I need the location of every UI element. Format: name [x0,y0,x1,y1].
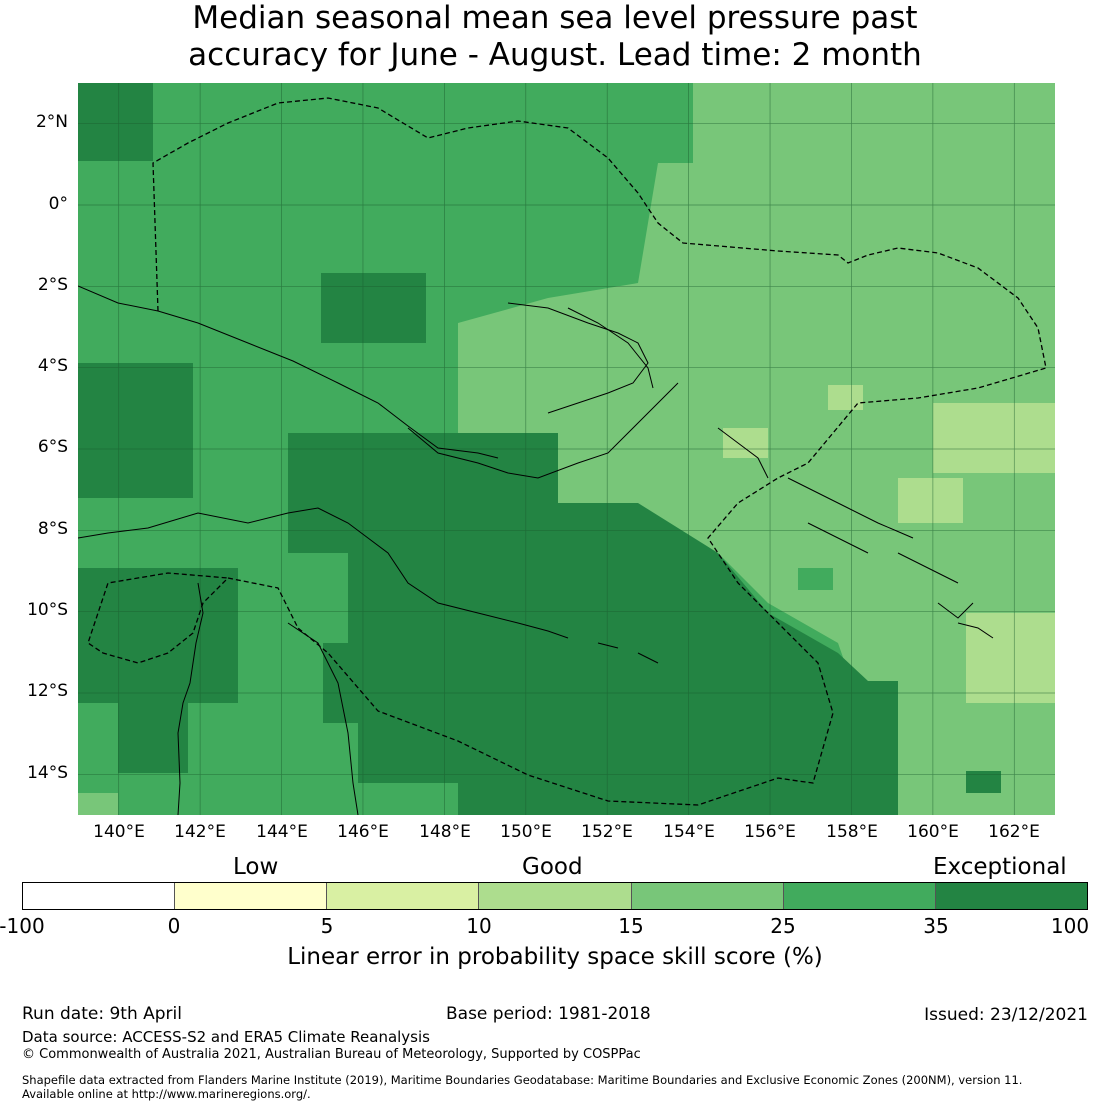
skill-region-exceptional-west [78,363,193,498]
lon-label: 152°E [581,822,633,842]
lon-label: 146°E [337,822,389,842]
title-line-1: Median seasonal mean sea level pressure … [192,0,918,36]
lat-label: 8°S [37,519,68,539]
lon-label: 142°E [174,822,226,842]
colorbar-category-exceptional: Exceptional [933,854,1067,880]
colorbar-segment [23,883,176,909]
skill-region-lowest-corner [78,793,118,815]
coastline-solomons [787,477,994,639]
skill-patch-light [723,428,768,458]
skill-patch-light [898,478,963,523]
coastline-cape-york [177,582,204,815]
skill-patch-light [828,385,863,410]
coastline-new-britain [507,302,649,414]
skill-region-exceptional-png-highlands [321,273,426,343]
coastline-louisiade [597,642,659,664]
run-date: Run date: 9th April [22,1004,182,1024]
lon-label: 144°E [256,822,308,842]
colorbar-tick: 5 [320,914,334,938]
lat-label: 12°S [27,681,68,701]
eez-boundary-png [87,97,1047,806]
lon-label: 158°E [826,822,878,842]
coastline-bougainville [717,427,769,479]
lon-label: 154°E [663,822,715,842]
shapefile-credit-line-2: Available online at http://www.marinereg… [22,1087,311,1101]
colorbar-tick: 25 [770,914,796,938]
colorbar-segment [631,883,784,909]
chart-title: Median seasonal mean sea level pressure … [0,0,1110,74]
coastlines [78,285,994,815]
skill-patch-base [798,568,833,590]
lon-label: 148°E [419,822,471,842]
issued-date: Issued: 23/12/2021 [924,1005,1088,1025]
lat-label: 4°S [37,356,68,376]
colorbar-segment [783,883,936,909]
skill-region-exceptional-sw2 [118,703,188,773]
colorbar-label: Linear error in probability space skill … [287,944,823,970]
coastline-papuan-peninsula [407,382,679,479]
skill-patch-light [933,403,1055,473]
colorbar-tick: -100 [0,914,45,938]
lat-label: 2°N [35,112,68,132]
colorbar-tick: 10 [466,914,492,938]
coastline-new-guinea-north [78,285,499,459]
colorbar-segment [175,883,328,909]
lon-label: 150°E [500,822,552,842]
skill-patch-exceptional [966,771,1001,793]
lon-label: 162°E [988,822,1040,842]
lon-label: 160°E [907,822,959,842]
lon-label: 140°E [93,822,145,842]
shapefile-credit-line-1: Shapefile data extracted from Flanders M… [22,1073,1023,1087]
gridlines [78,83,1055,815]
skill-region-exceptional-nw [78,83,153,161]
eez-boundaries [87,97,1047,806]
lat-label: 2°S [37,275,68,295]
colorbar-segment [479,883,632,909]
colorbar-tick: 35 [923,914,949,938]
skill-map [78,83,1055,815]
base-period: Base period: 1981-2018 [446,1004,651,1024]
colorbar-tick: 15 [618,914,644,938]
map-canvas [78,83,1055,815]
data-source: Data source: ACCESS-S2 and ERA5 Climate … [22,1028,430,1046]
skill-patch-light [966,613,1055,703]
skill-region-exceptional-south [288,433,898,815]
title-line-2: accuracy for June - August. Lead time: 2… [188,37,922,73]
lat-label: 14°S [27,763,68,783]
lat-label: 6°S [37,437,68,457]
colorbar-segment [935,883,1087,909]
colorbar-category-good: Good [522,854,583,880]
lat-label: 10°S [27,600,68,620]
coastline-new-guinea-south [78,507,569,639]
lat-label: 0° [48,194,68,214]
colorbar-tick: 100 [1050,914,1090,938]
skill-region-exceptional-sw [78,568,238,703]
coastline-new-ireland [567,307,654,389]
colorbar-category-low: Low [233,854,279,880]
copyright: © Commonwealth of Australia 2021, Austra… [22,1047,641,1062]
colorbar [22,882,1088,910]
colorbar-segment [327,883,480,909]
lon-label: 156°E [744,822,796,842]
colorbar-tick: 0 [167,914,181,938]
